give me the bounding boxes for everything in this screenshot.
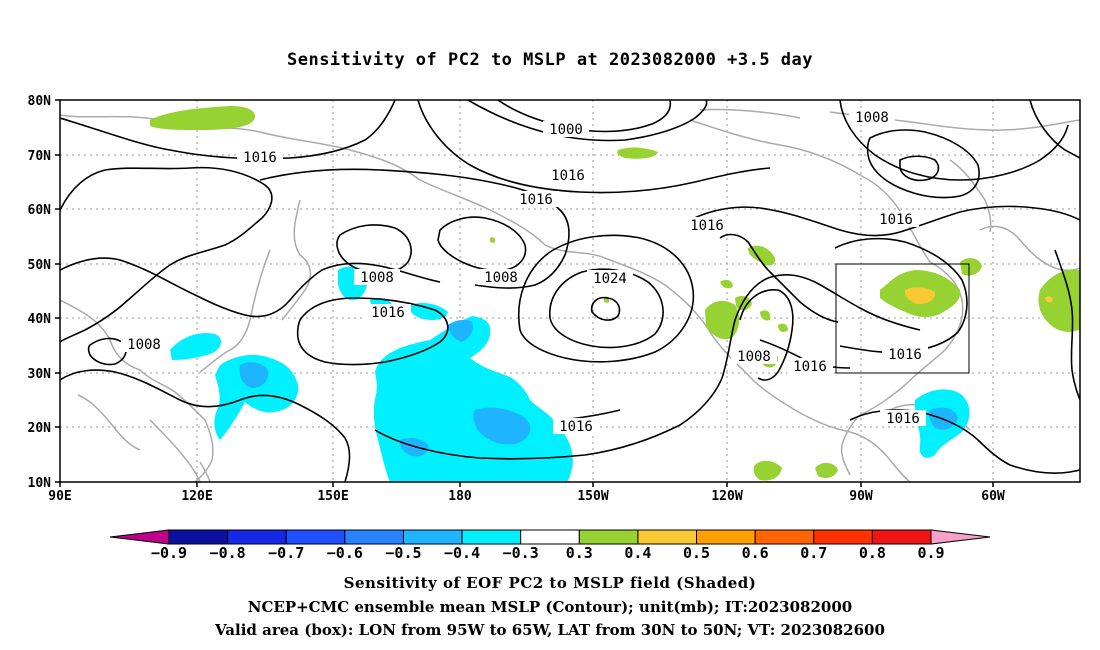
svg-text:1008: 1008 bbox=[737, 349, 771, 365]
colorbar-cell bbox=[285, 529, 346, 545]
lon-label: 90E bbox=[48, 489, 71, 504]
svg-text:1008: 1008 bbox=[484, 270, 518, 286]
lat-label: 70N bbox=[28, 149, 52, 164]
svg-text:1024: 1024 bbox=[593, 271, 627, 287]
map-frame bbox=[59, 99, 1081, 483]
contour-label: 1016 bbox=[684, 217, 730, 234]
colorbar-label: −0.6 bbox=[327, 544, 363, 562]
colorbar-label: 0.3 bbox=[566, 544, 593, 562]
colorbar-cell bbox=[344, 529, 404, 545]
caption-line-3: Valid area (box): LON from 95W to 65W, L… bbox=[215, 621, 885, 639]
colorbar-cell bbox=[461, 529, 522, 545]
svg-text:1016: 1016 bbox=[888, 347, 922, 363]
colorbar-cell bbox=[402, 529, 463, 545]
lon-label: 60W bbox=[981, 489, 1005, 504]
lon-label: 150E bbox=[317, 489, 348, 504]
contour-label: 1016 bbox=[365, 304, 411, 321]
colorbar-label: 0.8 bbox=[859, 544, 886, 562]
positive-sensitivity bbox=[150, 106, 1080, 481]
lat-label: 30N bbox=[28, 367, 52, 382]
contour-label: 1016 bbox=[237, 149, 283, 166]
colorbar-cell bbox=[754, 529, 815, 545]
colorbar-cell bbox=[168, 529, 229, 545]
contour-label: 1008 bbox=[478, 269, 524, 286]
colorbar-label: −0.8 bbox=[210, 544, 246, 562]
contour-label: 1024 bbox=[587, 270, 633, 287]
colorbar-label: 0.9 bbox=[917, 544, 944, 562]
svg-text:1016: 1016 bbox=[879, 212, 913, 228]
lat-label: 50N bbox=[28, 258, 52, 273]
colorbar: −0.9 −0.8 −0.7 −0.6 −0.5 −0.4 −0.3 0.3 0.4 0.5 0.6… bbox=[109, 529, 991, 562]
svg-text:1008: 1008 bbox=[360, 270, 394, 286]
colorbar-label: −0.9 bbox=[151, 544, 187, 562]
colorbar-arrow-right bbox=[930, 529, 991, 545]
colorbar-cell bbox=[578, 529, 639, 545]
lat-label: 10N bbox=[28, 476, 52, 491]
colorbar-cell bbox=[696, 529, 756, 545]
valid-area-box bbox=[835, 263, 970, 374]
svg-text:1016: 1016 bbox=[690, 218, 724, 234]
colorbar-cell bbox=[813, 529, 873, 545]
colorbar-cell bbox=[637, 529, 698, 545]
lon-label: 180 bbox=[448, 489, 472, 504]
svg-text:1016: 1016 bbox=[559, 419, 593, 435]
contour-label: 1000 bbox=[543, 121, 589, 138]
svg-text:1016: 1016 bbox=[519, 192, 553, 208]
contour-label: 1016 bbox=[787, 358, 833, 375]
colorbar-label: 0.5 bbox=[683, 544, 710, 562]
contour-label: 1008 bbox=[731, 348, 777, 365]
contour-label: 1016 bbox=[882, 346, 928, 363]
svg-text:1016: 1016 bbox=[243, 150, 277, 166]
colorbar-label: 0.6 bbox=[742, 544, 769, 562]
svg-text:1000: 1000 bbox=[549, 122, 583, 138]
caption-line-1: Sensitivity of EOF PC2 to MSLP field (Sh… bbox=[343, 574, 757, 592]
colorbar-label: −0.5 bbox=[385, 544, 421, 562]
lat-label: 40N bbox=[28, 312, 52, 327]
contour-label: 1016 bbox=[553, 418, 599, 435]
tick-marks bbox=[55, 99, 994, 487]
colorbar-cell bbox=[227, 529, 287, 545]
svg-text:1016: 1016 bbox=[886, 411, 920, 427]
colorbar-cell bbox=[871, 529, 932, 545]
contour-label: 1008 bbox=[849, 109, 895, 126]
contour-label: 1008 bbox=[121, 336, 167, 353]
colorbar-label: 0.7 bbox=[800, 544, 827, 562]
svg-text:1016: 1016 bbox=[551, 168, 585, 184]
colorbar-label: 0.4 bbox=[624, 544, 651, 562]
lon-label: 120W bbox=[711, 489, 742, 504]
lon-label: 120E bbox=[181, 489, 212, 504]
colorbar-label: −0.3 bbox=[503, 544, 539, 562]
colorbar-label: −0.7 bbox=[268, 544, 304, 562]
svg-text:1008: 1008 bbox=[855, 110, 889, 126]
svg-text:1016: 1016 bbox=[371, 305, 405, 321]
contour-label: 1016 bbox=[880, 410, 926, 427]
lon-label: 150W bbox=[577, 489, 608, 504]
caption-line-2: NCEP+CMC ensemble mean MSLP (Contour); u… bbox=[247, 598, 853, 616]
svg-text:1016: 1016 bbox=[793, 359, 827, 375]
contour-label: 1016 bbox=[873, 211, 919, 228]
colorbar-label: −0.4 bbox=[444, 544, 480, 562]
svg-text:1008: 1008 bbox=[127, 337, 161, 353]
contour-label: 1016 bbox=[513, 191, 559, 208]
contour-label: 1016 bbox=[545, 167, 591, 184]
colorbar-cell bbox=[520, 529, 580, 545]
plot-title: Sensitivity of PC2 to MSLP at 2023082000… bbox=[286, 50, 813, 70]
colorbar-arrow-left bbox=[109, 529, 170, 545]
lon-label: 90W bbox=[849, 489, 873, 504]
lat-label: 60N bbox=[28, 203, 52, 218]
lat-label: 20N bbox=[28, 421, 52, 436]
lat-label: 80N bbox=[28, 94, 52, 109]
contour-label: 1008 bbox=[354, 269, 400, 286]
contour-label: 1008 bbox=[0, 0, 17, 4]
contour-labels: 1000 1008 1016 1016 1016 1016 1016 1016 … bbox=[0, 0, 928, 435]
